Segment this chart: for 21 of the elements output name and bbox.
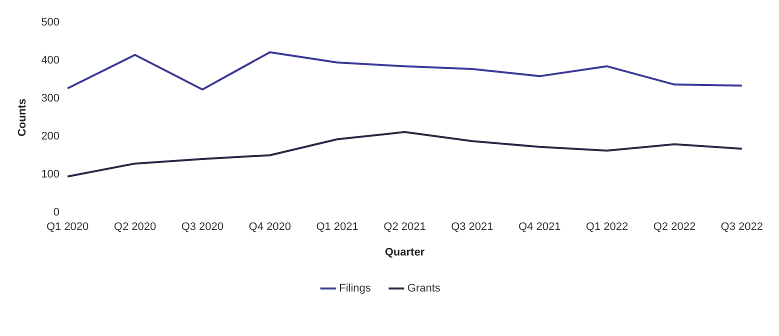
y-tick-label: 100: [41, 168, 60, 181]
y-tick-label: 400: [41, 54, 60, 67]
x-tick-label: Q3 2020: [181, 221, 224, 234]
y-axis-title: Counts: [16, 98, 29, 137]
legend-label: Filings: [339, 282, 372, 295]
y-tick-label: 0: [53, 206, 60, 219]
y-tick-label: 200: [41, 130, 60, 143]
legend-label: Grants: [407, 282, 441, 295]
x-tick-label: Q4 2021: [518, 221, 561, 234]
x-tick-label: Q3 2021: [451, 221, 494, 234]
x-tick-label: Q3 2022: [720, 221, 763, 234]
y-tick-label: 500: [41, 16, 60, 29]
x-tick-label: Q2 2021: [384, 221, 426, 234]
x-tick-label: Q1 2020: [46, 221, 89, 234]
x-tick-label: Q1 2021: [316, 221, 358, 234]
x-axis-title: Quarter: [384, 246, 426, 258]
x-tick-label: Q2 2020: [114, 221, 156, 234]
x-tick-label: Q1 2022: [586, 221, 628, 234]
y-tick-label: 300: [41, 92, 60, 105]
x-tick-label: Q4 2020: [248, 221, 291, 234]
x-tick-label: Q2 2022: [653, 221, 696, 234]
